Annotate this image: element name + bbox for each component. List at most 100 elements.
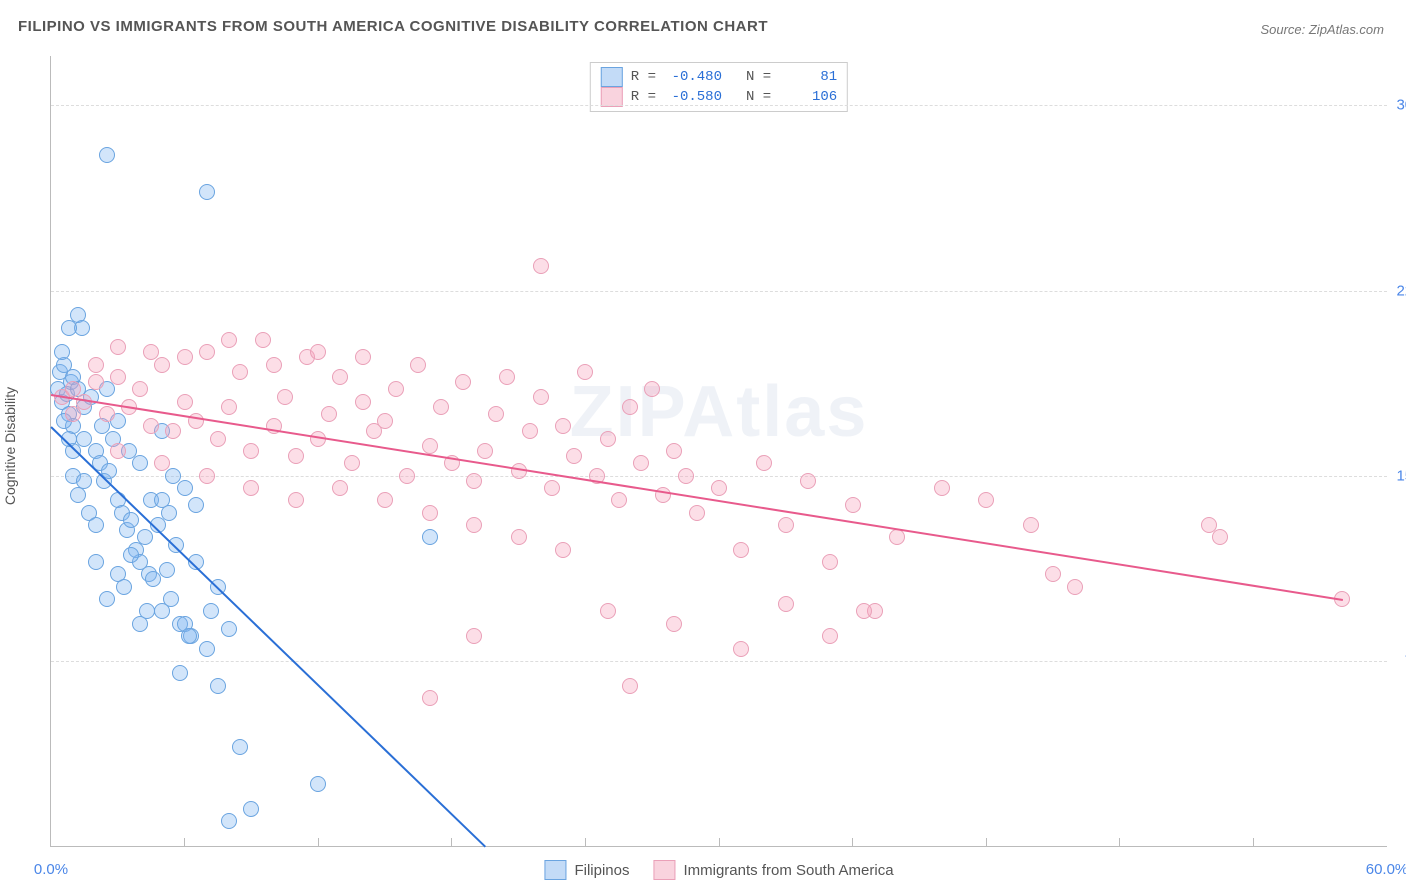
scatter-point [633, 455, 649, 471]
x-tick-mark [318, 838, 319, 846]
scatter-point [466, 628, 482, 644]
scatter-point [822, 554, 838, 570]
x-tick-mark [986, 838, 987, 846]
scatter-point [199, 184, 215, 200]
scatter-point [355, 394, 371, 410]
legend-swatch-filipinos-bottom [544, 860, 566, 880]
scatter-point [1067, 579, 1083, 595]
scatter-point [321, 406, 337, 422]
scatter-point [172, 665, 188, 681]
scatter-point [288, 448, 304, 464]
scatter-point [76, 431, 92, 447]
scatter-point [65, 406, 81, 422]
scatter-point [221, 332, 237, 348]
scatter-point [88, 517, 104, 533]
scatter-point [199, 641, 215, 657]
scatter-point [266, 357, 282, 373]
scatter-point [422, 690, 438, 706]
scatter-point [778, 596, 794, 612]
scatter-point [778, 517, 794, 533]
scatter-point [168, 537, 184, 553]
scatter-point [221, 621, 237, 637]
scatter-point [137, 529, 153, 545]
gridline-horizontal [51, 476, 1387, 477]
scatter-point [177, 394, 193, 410]
scatter-point [123, 512, 139, 528]
legend-label-filipinos: Filipinos [574, 862, 629, 879]
scatter-point [203, 603, 219, 619]
scatter-point [88, 374, 104, 390]
x-tick-mark [719, 838, 720, 846]
x-tick-mark [1119, 838, 1120, 846]
scatter-point [522, 423, 538, 439]
gridline-horizontal [51, 291, 1387, 292]
scatter-point [332, 480, 348, 496]
scatter-point [678, 468, 694, 484]
legend-swatch-south-america [601, 87, 623, 107]
scatter-point [154, 357, 170, 373]
scatter-point [488, 406, 504, 422]
gridline-horizontal [51, 105, 1387, 106]
scatter-point [76, 473, 92, 489]
scatter-point [110, 369, 126, 385]
scatter-point [181, 628, 197, 644]
trend-line [51, 394, 1343, 601]
scatter-point [163, 591, 179, 607]
scatter-point [188, 497, 204, 513]
gridline-horizontal [51, 661, 1387, 662]
scatter-point [288, 492, 304, 508]
scatter-point [123, 547, 139, 563]
y-tick-label: 30.0% [1391, 97, 1406, 114]
series-legend: Filipinos Immigrants from South America [544, 860, 893, 880]
scatter-point [132, 381, 148, 397]
scatter-point [800, 473, 816, 489]
r-value-filipinos: -0.480 [664, 69, 722, 85]
scatter-point [600, 431, 616, 447]
scatter-point [210, 678, 226, 694]
r-label: R = [631, 69, 656, 85]
scatter-point [856, 603, 872, 619]
scatter-point [1212, 529, 1228, 545]
scatter-point [577, 364, 593, 380]
scatter-point [143, 418, 159, 434]
y-tick-label: 15.0% [1391, 467, 1406, 484]
scatter-point [199, 468, 215, 484]
scatter-point [600, 603, 616, 619]
legend-row-filipinos: R = -0.480 N = 81 [601, 67, 837, 87]
scatter-point [255, 332, 271, 348]
scatter-point [310, 776, 326, 792]
scatter-point [622, 399, 638, 415]
scatter-point [154, 455, 170, 471]
scatter-point [845, 497, 861, 513]
scatter-point [377, 492, 393, 508]
scatter-point [344, 455, 360, 471]
n-label: N = [746, 89, 771, 105]
scatter-point [232, 364, 248, 380]
scatter-point [232, 739, 248, 755]
chart-title: FILIPINO VS IMMIGRANTS FROM SOUTH AMERIC… [18, 18, 768, 35]
scatter-point [54, 344, 70, 360]
scatter-point [99, 406, 115, 422]
scatter-point [277, 389, 293, 405]
scatter-point [622, 678, 638, 694]
scatter-point [1045, 566, 1061, 582]
scatter-point [165, 423, 181, 439]
scatter-point [132, 455, 148, 471]
scatter-point [711, 480, 727, 496]
scatter-point [143, 344, 159, 360]
scatter-point [399, 468, 415, 484]
scatter-point [88, 554, 104, 570]
scatter-point [99, 591, 115, 607]
scatter-point [221, 399, 237, 415]
scatter-point [477, 443, 493, 459]
trend-line [50, 427, 486, 848]
source-prefix: Source: [1260, 22, 1308, 37]
scatter-point [177, 480, 193, 496]
y-axis-label: Cognitive Disability [2, 387, 18, 505]
legend-item-south-america: Immigrants from South America [653, 860, 893, 880]
scatter-point [433, 399, 449, 415]
scatter-point [689, 505, 705, 521]
scatter-point [110, 339, 126, 355]
scatter-point [310, 344, 326, 360]
scatter-point [644, 381, 660, 397]
